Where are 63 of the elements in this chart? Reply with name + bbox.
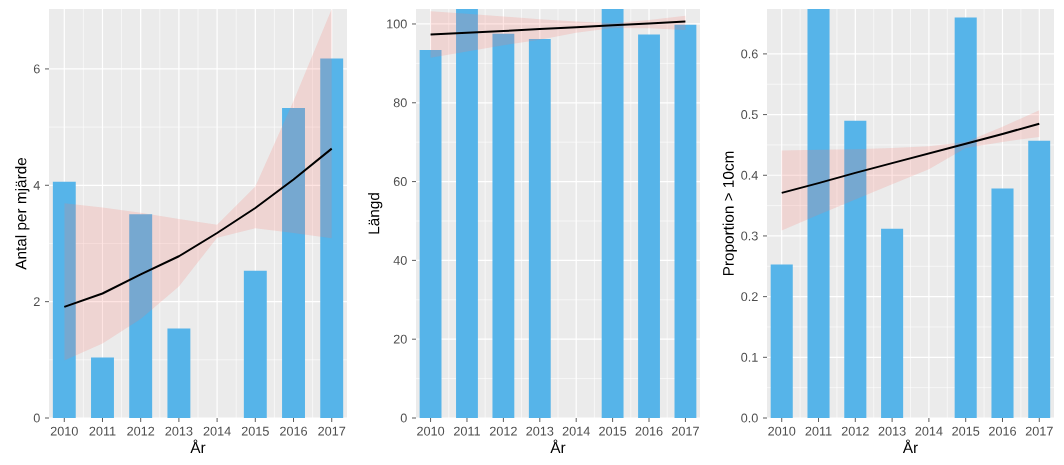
x-tick-label: 2015 xyxy=(599,426,627,436)
bar xyxy=(320,58,344,418)
x-tick-label: 2013 xyxy=(878,426,906,436)
bar xyxy=(1028,140,1051,418)
y-tick-label: 40 xyxy=(393,255,407,265)
y-tick-label: 80 xyxy=(393,98,407,108)
y-tick-label: 0.1 xyxy=(741,352,758,362)
bar xyxy=(807,8,830,418)
y-tick-label: 0.3 xyxy=(741,231,758,241)
y-tick-label: 0.5 xyxy=(741,110,758,120)
x-tick-label: 2014 xyxy=(562,426,590,436)
x-axis-title: År xyxy=(550,439,566,453)
y-tick-label: 0 xyxy=(400,413,407,423)
bar xyxy=(844,120,867,418)
y-tick-label: 0.2 xyxy=(741,292,758,302)
bar xyxy=(243,270,267,418)
x-tick-label: 2013 xyxy=(165,426,193,436)
x-tick-label: 2016 xyxy=(280,426,308,436)
bar xyxy=(282,107,305,418)
bar xyxy=(91,357,114,418)
x-tick-label: 2012 xyxy=(489,426,517,436)
x-tick-label: 2017 xyxy=(318,426,346,436)
x-tick-label: 2014 xyxy=(203,426,231,436)
y-axis-title: Proportion > 10cm xyxy=(722,151,737,276)
x-tick-label: 2016 xyxy=(635,426,663,436)
y-tick-label: 20 xyxy=(393,334,407,344)
line-series xyxy=(429,20,687,36)
y-tick-label: 0.6 xyxy=(741,49,758,59)
x-tick-label: 2015 xyxy=(241,426,269,436)
bar xyxy=(167,328,191,418)
x-tick-label: 2010 xyxy=(50,426,78,436)
y-tick-label: 0.4 xyxy=(741,170,758,180)
y-tick-label: 100 xyxy=(387,19,407,29)
x-tick-label: 2011 xyxy=(453,426,480,436)
bar xyxy=(770,264,793,418)
x-tick-label: 2017 xyxy=(671,426,699,436)
y-tick-label: 4 xyxy=(33,180,40,190)
x-axis-title: År xyxy=(902,439,918,453)
x-tick-label: 2013 xyxy=(526,426,554,436)
bar xyxy=(52,181,76,418)
x-tick-label: 2012 xyxy=(841,426,869,436)
x-tick-label: 2011 xyxy=(89,426,116,436)
x-tick-label: 2017 xyxy=(1025,426,1053,436)
y-tick-label: 6 xyxy=(33,64,40,74)
x-tick-label: 2010 xyxy=(417,426,445,436)
x-tick-label: 2012 xyxy=(127,426,155,436)
bar xyxy=(954,17,977,418)
line-series xyxy=(63,147,333,308)
x-tick-label: 2015 xyxy=(952,426,980,436)
x-axis-title: År xyxy=(190,439,206,453)
x-tick-label: 2011 xyxy=(805,426,832,436)
y-axis-title: Längd xyxy=(368,193,383,234)
y-tick-label: 0.0 xyxy=(741,413,758,423)
y-axis-title: Antal per mjärde xyxy=(15,157,30,270)
x-tick-label: 2010 xyxy=(768,426,796,436)
x-tick-label: 2016 xyxy=(989,426,1017,436)
x-tick-label: 2014 xyxy=(915,426,943,436)
bar xyxy=(991,188,1014,418)
y-tick-label: 60 xyxy=(393,177,407,187)
y-tick-label: 0 xyxy=(33,413,40,423)
bar xyxy=(129,214,153,418)
y-tick-label: 2 xyxy=(33,297,40,307)
bar xyxy=(881,228,904,418)
